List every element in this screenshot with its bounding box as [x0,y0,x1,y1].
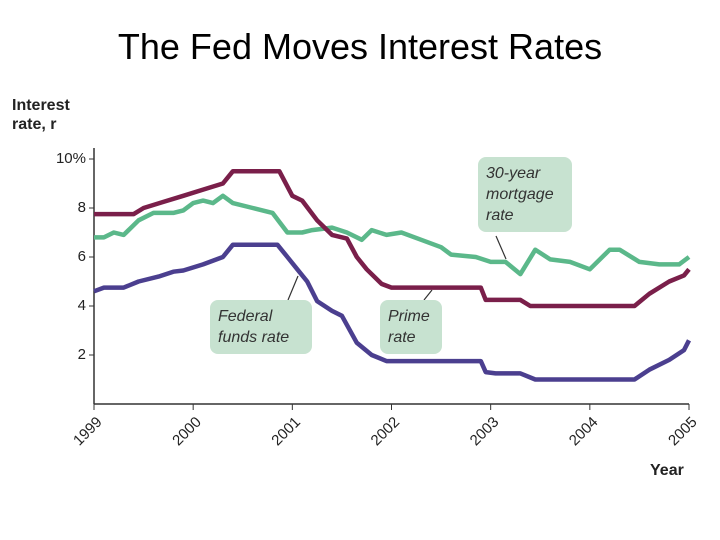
callout-pointer [287,275,299,301]
callout: 30-year mortgage rate [478,157,572,232]
x-tick-label: 1999 [70,414,106,450]
y-axis-label: Interest rate, r [12,97,70,133]
callout: Federal funds rate [210,300,312,354]
x-tick-label: 2001 [268,414,304,450]
y-tick-label: 2 [78,346,86,363]
x-tick-label: 2004 [566,414,602,450]
callout-pointer [495,235,507,260]
x-axis-label: Year [650,462,684,479]
x-tick-label: 2005 [665,414,701,450]
y-tick-label: 6 [78,248,86,265]
line-series [93,242,692,382]
callout-pointer [423,289,433,301]
y-tick-label: 4 [78,297,86,314]
y-tick-label: 8 [78,199,86,216]
chart-title: The Fed Moves Interest Rates [117,26,603,67]
line-series [94,169,691,309]
line-series [94,193,691,277]
x-tick-label: 2000 [169,414,205,450]
x-tick-label: 2002 [368,414,404,450]
callout: Prime rate [380,300,442,354]
x-tick-label: 2003 [467,414,503,450]
y-tick-label: 10% [56,150,86,167]
